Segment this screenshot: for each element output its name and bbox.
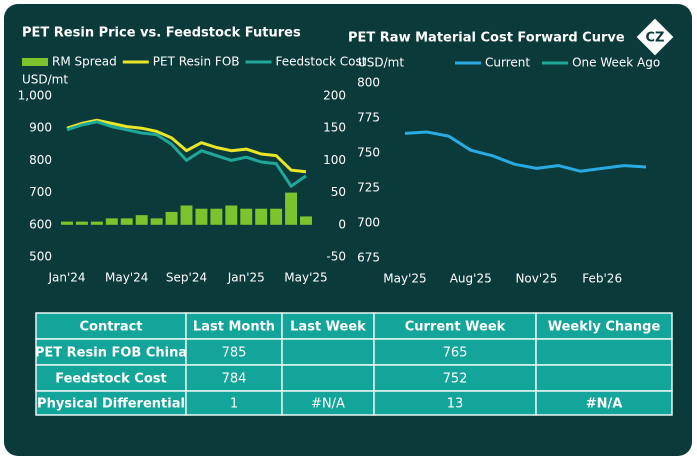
- spread-bar: [75, 221, 88, 225]
- cell-text: 765: [443, 346, 468, 361]
- data-table: Contract Last Month Last Week Current Week W…: [35, 312, 673, 416]
- x-tick-label: May'25: [383, 272, 426, 286]
- legend-label: Feedstock Cost: [276, 55, 367, 69]
- y-axis-label: USD/mt: [22, 73, 68, 87]
- cell-text: 752: [443, 372, 468, 387]
- table-cell: [35, 364, 187, 392]
- cell-text: Physical Differential: [37, 397, 185, 412]
- header-text: Last Week: [290, 320, 366, 335]
- table-cell: [281, 364, 375, 392]
- x-tick-label: Aug'25: [450, 272, 492, 286]
- spread-bar: [180, 205, 193, 225]
- y2-tick-label: 50: [331, 185, 346, 199]
- header-cell: [35, 312, 187, 340]
- header-cell: [535, 312, 673, 340]
- legend-label: One Week Ago: [572, 56, 660, 70]
- table-cell: [535, 338, 673, 366]
- y-tick-label: 800: [357, 76, 380, 90]
- series-line: [66, 118, 307, 174]
- y-tick-label: 675: [357, 251, 380, 265]
- x-tick-label: Jan'24: [47, 271, 85, 285]
- table-cell: [281, 338, 375, 366]
- y2-tick-label: 100: [323, 153, 346, 167]
- x-tick-label: Feb'26: [582, 272, 622, 286]
- table-cell: [535, 390, 673, 416]
- table-cell: [185, 338, 283, 366]
- y-tick-label: 725: [357, 181, 380, 195]
- x-tick-label: Sep'24: [166, 271, 207, 285]
- x-tick-label: May'24: [105, 271, 148, 285]
- header-text: Last Month: [193, 320, 275, 335]
- legend-swatch: [22, 58, 48, 66]
- header-text: Contract: [79, 320, 142, 335]
- cell-text: 1: [230, 397, 238, 412]
- logo-text: CZ: [646, 31, 665, 46]
- y-tick-label: 775: [357, 111, 380, 125]
- legend-label: RM Spread: [52, 55, 117, 69]
- y-tick-label: 800: [29, 153, 52, 167]
- cell-text: 13: [447, 397, 464, 412]
- y-tick-label: 700: [29, 185, 52, 199]
- x-tick-label: Jan'25: [227, 271, 265, 285]
- spread-bar: [285, 192, 298, 225]
- table-cell: [373, 364, 537, 392]
- series-line: [404, 130, 647, 173]
- header-text: Current Week: [405, 320, 506, 335]
- series-line: [66, 120, 307, 188]
- cell-text: Feedstock Cost: [55, 372, 166, 387]
- spread-bar: [135, 215, 148, 225]
- y-axis-label: USD/mt: [358, 56, 404, 70]
- spread-bar: [195, 208, 208, 225]
- y-tick-label: 1,000: [18, 89, 52, 103]
- y-tick-label: 700: [357, 216, 380, 230]
- spread-bar: [105, 218, 118, 225]
- spread-bar: [210, 208, 223, 225]
- y2-tick-label: 0: [338, 217, 346, 231]
- spread-bar: [150, 218, 163, 225]
- y2-tick-label: 200: [323, 89, 346, 103]
- cell-text: 784: [222, 372, 247, 387]
- spread-bar: [90, 221, 103, 225]
- spread-bar: [240, 208, 253, 225]
- table-cell: [185, 390, 283, 416]
- legend-label: Current: [485, 56, 530, 70]
- spread-bar: [270, 208, 283, 225]
- header-text: Weekly Change: [548, 320, 661, 335]
- legend-label: PET Resin FOB: [153, 55, 240, 69]
- cell-text: #N/A: [311, 397, 345, 412]
- logo-diamond: [636, 18, 674, 56]
- spread-bar: [61, 221, 73, 225]
- y-tick-label: 900: [29, 121, 52, 135]
- x-tick-label: May'25: [284, 271, 327, 285]
- spread-bar: [165, 211, 178, 225]
- spread-bar: [300, 216, 312, 225]
- chart-title: PET Raw Material Cost Forward Curve: [348, 31, 625, 46]
- header-cell: [281, 312, 375, 340]
- y-tick-label: 750: [357, 146, 380, 160]
- spread-bar: [225, 205, 238, 225]
- y-tick-label: 500: [29, 250, 52, 264]
- table-cell: [535, 364, 673, 392]
- chart-title: PET Resin Price vs. Feedstock Futures: [22, 26, 301, 41]
- x-tick-label: Nov'25: [515, 272, 557, 286]
- cell-text: #N/A: [586, 397, 623, 412]
- cell-text: PET Resin FOB China: [35, 346, 187, 361]
- cell-text: 785: [222, 346, 247, 361]
- logo: CZ: [636, 18, 674, 56]
- y2-tick-label: 150: [323, 121, 346, 135]
- y-tick-label: 600: [29, 217, 52, 231]
- spread-bar: [255, 208, 268, 225]
- y2-tick-label: -50: [326, 250, 346, 264]
- table-cell: [281, 390, 375, 416]
- spread-bar: [120, 218, 133, 225]
